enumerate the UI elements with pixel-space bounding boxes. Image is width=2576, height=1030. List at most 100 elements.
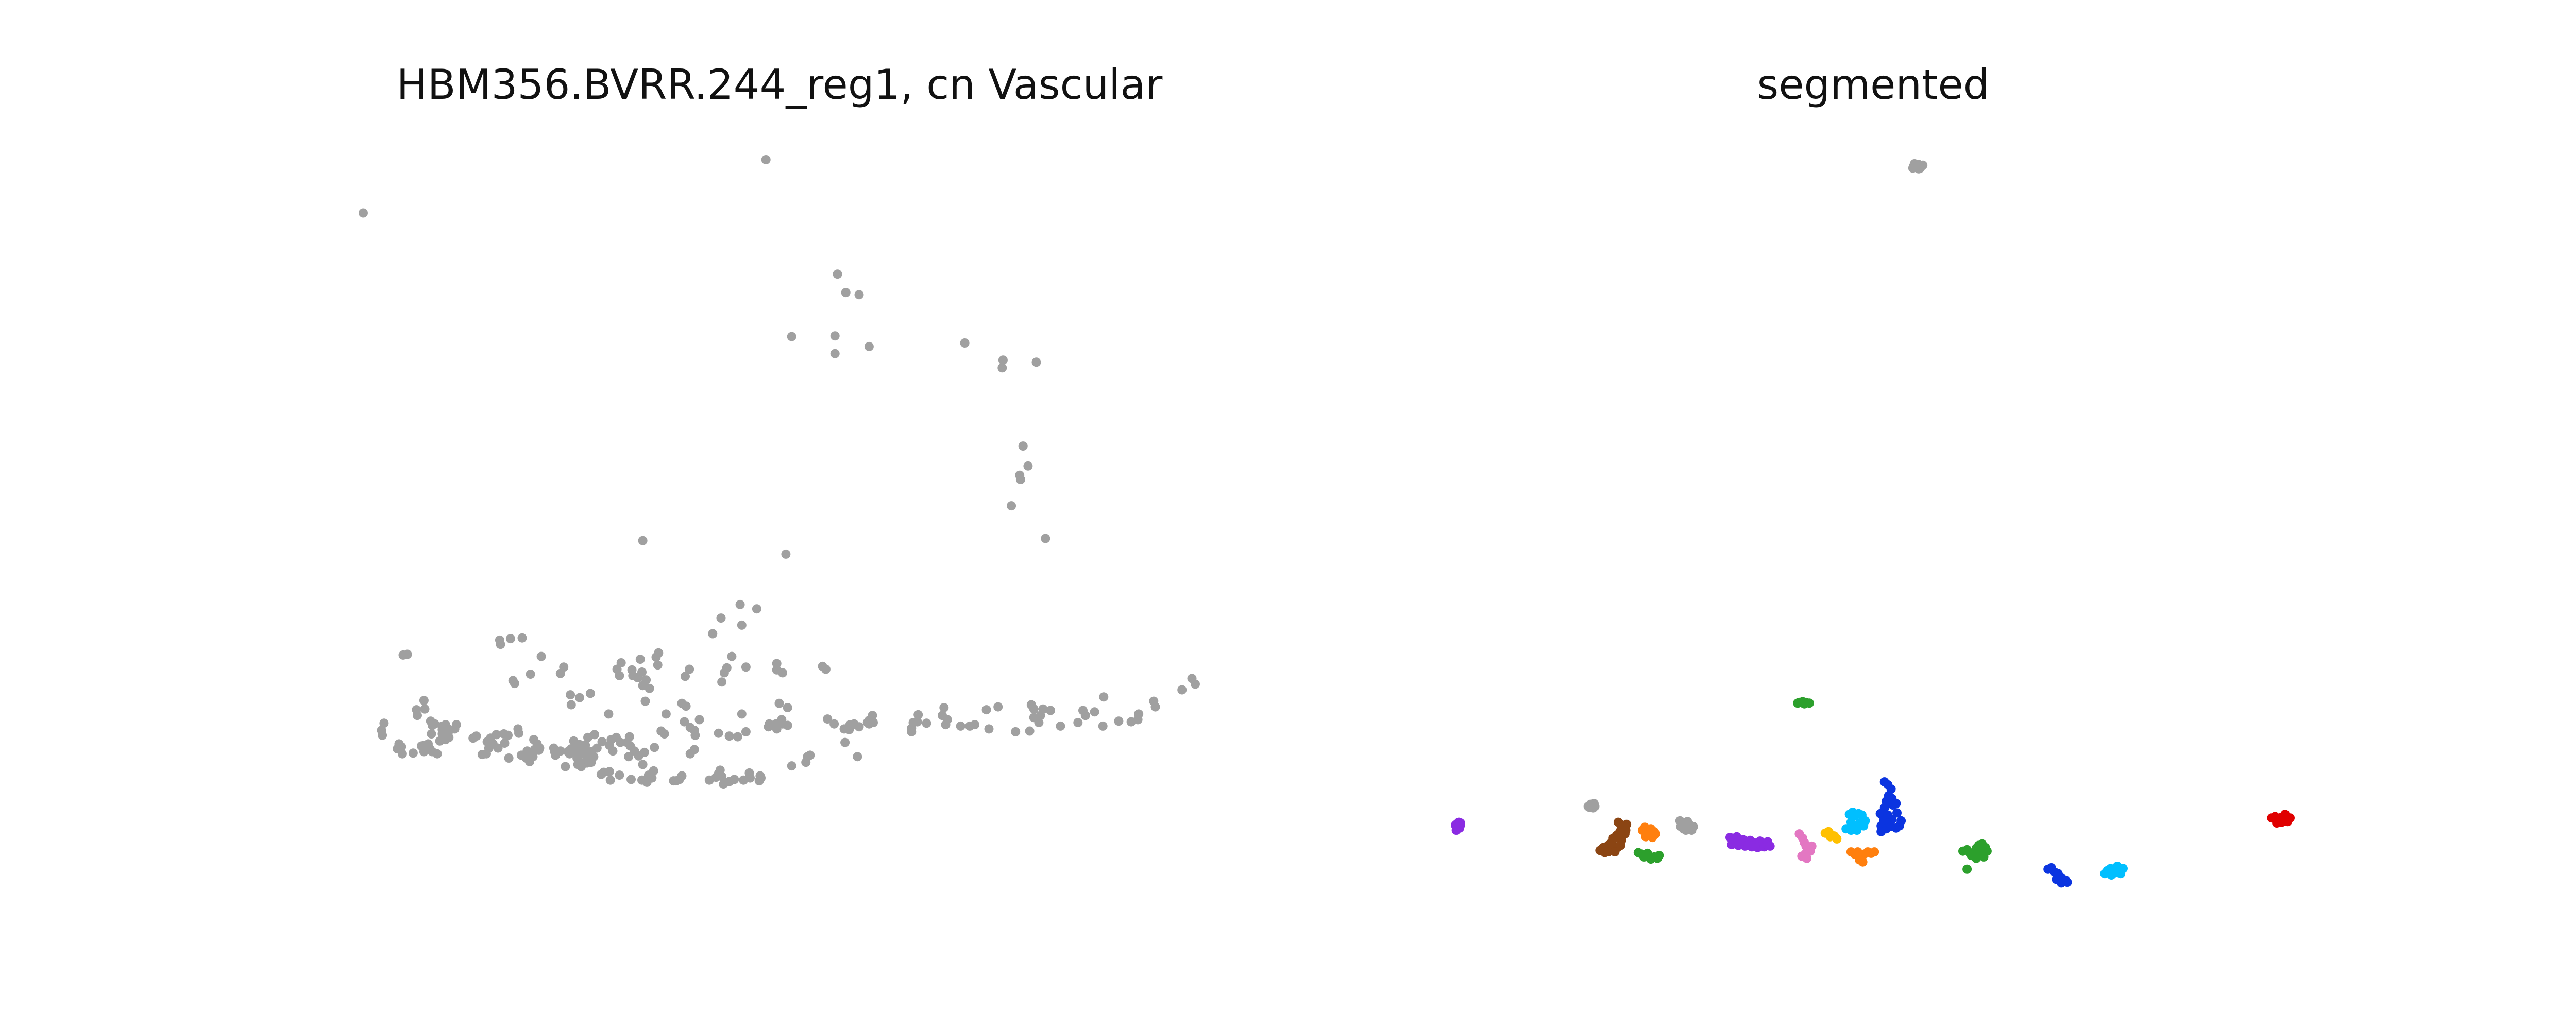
scatter-point-p0-s0-24 — [752, 604, 761, 614]
scatter-point-p0-s0-176 — [413, 711, 422, 720]
scatter-point-p0-s0-59 — [555, 668, 565, 678]
scatter-point-p0-s0-177 — [419, 696, 429, 706]
scatter-point-p0-s0-11 — [997, 363, 1007, 373]
scatter-point-p0-s0-19 — [638, 536, 648, 545]
scatter-point-p1-s7-12 — [1852, 826, 1862, 835]
scatter-point-p0-s0-22 — [735, 599, 745, 609]
scatter-point-p0-s0-28 — [635, 655, 645, 664]
scatter-point-p0-s0-274 — [1046, 706, 1055, 715]
scatter-point-p0-s0-286 — [1134, 709, 1144, 719]
scatter-point-p0-s0-90 — [772, 724, 782, 734]
scatter-point-p0-s0-235 — [823, 714, 833, 724]
scatter-point-p0-s0-133 — [514, 728, 523, 738]
scatter-point-p0-s0-182 — [504, 753, 514, 763]
scatter-point-p0-s0-62 — [574, 693, 584, 702]
scatter-point-p0-s0-86 — [783, 720, 792, 730]
scatter-point-p0-s0-249 — [868, 711, 877, 720]
scatter-point-p0-s0-188 — [534, 745, 544, 755]
scatter-point-p0-s0-17 — [1015, 470, 1025, 480]
scatter-point-p0-s0-41 — [717, 677, 727, 687]
scatter-point-p0-s0-277 — [1098, 721, 1108, 731]
scatter-point-p1-s5-9 — [1807, 841, 1817, 851]
scatter-point-p0-s0-136 — [503, 730, 513, 740]
scatter-point-p0-s0-242 — [854, 722, 864, 732]
scatter-point-p1-s9-8 — [2272, 818, 2282, 828]
scatter-point-p0-s0-178 — [420, 704, 430, 714]
scatter-point-p1-s2-19 — [1610, 847, 1620, 857]
scatter-point-p1-s4-14 — [1793, 698, 1803, 708]
scatter-point-p0-s0-66 — [628, 671, 638, 680]
scatter-point-p0-s0-4 — [854, 290, 864, 300]
scatter-point-p0-s0-180 — [379, 718, 389, 728]
scatter-point-p0-s0-51 — [496, 640, 505, 649]
scatter-point-p1-s3-18 — [1870, 847, 1879, 857]
scatter-point-p0-s0-285 — [1150, 702, 1160, 712]
scatter-point-p1-s2-15 — [1616, 840, 1625, 850]
scatter-point-p1-s6-5 — [1825, 832, 1835, 842]
scatter-point-p0-s0-135 — [500, 739, 510, 748]
scatter-point-p0-s0-71 — [681, 701, 691, 711]
scatter-point-p0-s0-270 — [1029, 704, 1039, 714]
scatter-point-p0-s0-49 — [402, 649, 412, 659]
scatter-point-p0-s0-273 — [1036, 711, 1045, 720]
scatter-point-p0-s0-160 — [426, 716, 435, 726]
scatter-point-p0-s0-223 — [719, 780, 728, 789]
scatter-point-p0-s0-93 — [724, 731, 734, 741]
scatter-point-p1-s7-22 — [2100, 869, 2110, 879]
scatter-point-p0-s0-97 — [650, 743, 659, 752]
scatter-point-p0-s0-0 — [359, 208, 368, 218]
scatter-panel-right — [1451, 159, 2295, 888]
scatter-point-p0-s0-94 — [714, 728, 723, 738]
scatter-point-p0-s0-190 — [561, 762, 570, 771]
scatter-point-p0-s0-201 — [605, 767, 614, 777]
scatter-point-p0-s0-146 — [471, 731, 481, 741]
scatter-point-p0-s0-16 — [1023, 461, 1033, 471]
scatter-point-p1-s4-8 — [1643, 852, 1653, 862]
scatter-point-p0-s0-290 — [1080, 711, 1090, 720]
scatter-point-p0-s0-81 — [783, 703, 792, 712]
scatter-point-p1-s8-20 — [1876, 827, 1886, 836]
scatter-point-p0-s0-36 — [685, 664, 694, 674]
scatter-point-p0-s0-210 — [649, 766, 658, 776]
scatter-point-p0-s0-203 — [624, 752, 634, 762]
scatter-point-p0-s0-205 — [638, 760, 648, 769]
scatter-point-p0-s0-110 — [583, 732, 592, 742]
scatter-point-p1-s8-7 — [1891, 799, 1901, 809]
scatter-point-p0-s0-6 — [830, 331, 840, 341]
scatter-point-p0-s0-169 — [419, 741, 429, 750]
scatter-point-p0-s0-40 — [727, 651, 737, 661]
scatter-point-p0-s0-243 — [840, 737, 850, 747]
scatter-point-p1-s1-7 — [1455, 818, 1465, 828]
scatter-point-p0-s0-92 — [733, 732, 742, 742]
scatter-point-p0-s0-174 — [397, 742, 406, 751]
scatter-point-p0-s0-105 — [616, 737, 625, 747]
scatter-point-p0-s0-259 — [941, 720, 951, 730]
scatter-point-p0-s0-122 — [574, 746, 584, 756]
scatter-point-p0-s0-96 — [689, 745, 699, 754]
scatter-point-p0-s0-148 — [435, 736, 445, 746]
scatter-point-p0-s0-82 — [774, 698, 784, 708]
scatter-point-p0-s0-64 — [604, 709, 614, 719]
scatter-point-p0-s0-157 — [451, 720, 461, 730]
scatter-point-p0-s0-255 — [922, 718, 931, 728]
scatter-point-p0-s0-127 — [550, 747, 560, 757]
scatter-point-p0-s0-167 — [408, 748, 418, 758]
scatter-point-p1-s0-9 — [1914, 164, 1924, 174]
scatter-point-p0-s0-275 — [1056, 721, 1065, 731]
scatter-point-p0-s0-13 — [1018, 441, 1028, 451]
scatter-point-p0-s0-3 — [841, 288, 851, 298]
chart-title-right: segmented — [1757, 61, 1990, 109]
scatter-point-p0-s0-189 — [528, 752, 538, 762]
scatter-point-p0-s0-74 — [694, 715, 704, 725]
scatter-point-p1-s3-17 — [1858, 857, 1868, 867]
scatter-point-p0-s0-206 — [615, 770, 624, 780]
scatter-point-p0-s0-234 — [805, 750, 815, 760]
scatter-point-p0-s0-166 — [432, 749, 442, 759]
scatter-point-p0-s0-65 — [615, 671, 624, 680]
scatter-point-p1-s7-9 — [1860, 816, 1870, 826]
scatter-point-p0-s0-91 — [741, 727, 751, 736]
scatter-point-p0-s0-252 — [912, 717, 922, 727]
scatter-point-p0-s0-198 — [577, 762, 586, 771]
scatter-point-p0-s0-257 — [939, 703, 949, 712]
